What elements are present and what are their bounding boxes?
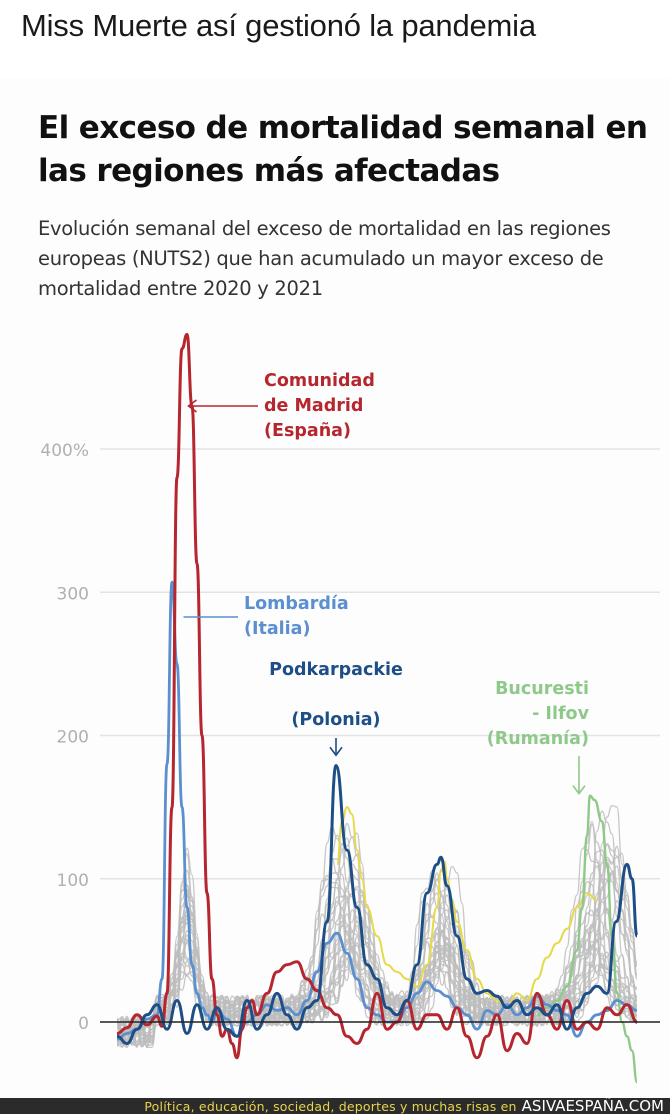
annotation-madrid: Comunidad de Madrid (España) [187, 371, 375, 441]
series-line-podkarpackie [116, 764, 639, 1045]
annotation-label-line: - Ilfov [532, 704, 590, 724]
footer-tagline: Política, educación, sociedad, deportes … [144, 1099, 517, 1114]
series-line-other-region [116, 895, 638, 1046]
annotation-label-line: Bucuresti [495, 679, 589, 699]
annotation-label-line: (Italia) [244, 619, 311, 639]
arrowhead-icon [187, 399, 197, 413]
series-line-other-region [116, 852, 638, 1046]
annotations: Comunidad de Madrid (España) Lombardía (Ital… [183, 371, 590, 795]
series-line-lombardia [116, 580, 638, 1041]
footer-brand-link[interactable]: ASIVAESPAÑA.COM [521, 1097, 664, 1115]
annotation-label-line: Podkarpackie [269, 660, 403, 680]
annotation-label-line: de Madrid [264, 396, 363, 416]
y-tick-label: 0 [78, 1014, 89, 1034]
series-line-other-region [116, 826, 638, 1048]
site-footer: Política, educación, sociedad, deportes … [0, 1098, 670, 1114]
post-title: Miss Muerte así gestionó la pandemia [21, 8, 536, 43]
series-line-others-yellow [336, 806, 598, 1009]
chart-plot: 0 100 200 300 400% Comunidad de Madrid (España… [40, 332, 660, 1084]
annotation-lombardia: Lombardía (Italia) [183, 594, 349, 639]
series-line-madrid [116, 332, 638, 1060]
highlighted-series [116, 332, 639, 1084]
arrowhead-icon [572, 785, 586, 795]
annotation-podkarpackie: Podkarpackie (Polonia) [269, 660, 403, 757]
y-tick-label: 300 [57, 584, 89, 604]
chart-title: El exceso de mortalidad semanal en las r… [38, 110, 648, 189]
chart-subtitle: Evolución semanal del exceso de mortalid… [38, 217, 611, 300]
y-tick-label: 400% [40, 441, 89, 461]
annotation-label-line: (Polonia) [291, 710, 380, 730]
annotation-label-line: Lombardía [244, 594, 349, 614]
annotation-bucuresti: Bucuresti - Ilfov (Rumanía) [487, 679, 590, 795]
y-tick-label: 100 [57, 871, 89, 891]
arrowhead-icon [329, 746, 343, 757]
annotation-label-line: (España) [264, 421, 351, 441]
footer-text: Política, educación, sociedad, deportes … [144, 1098, 664, 1114]
y-tick-label: 200 [57, 728, 89, 748]
annotation-label-line: (Rumanía) [487, 729, 589, 749]
y-tick-labels: 0 100 200 300 400% [40, 441, 89, 1034]
series-line-bucuresti [536, 794, 639, 1084]
annotation-label-line: Comunidad [264, 371, 375, 391]
